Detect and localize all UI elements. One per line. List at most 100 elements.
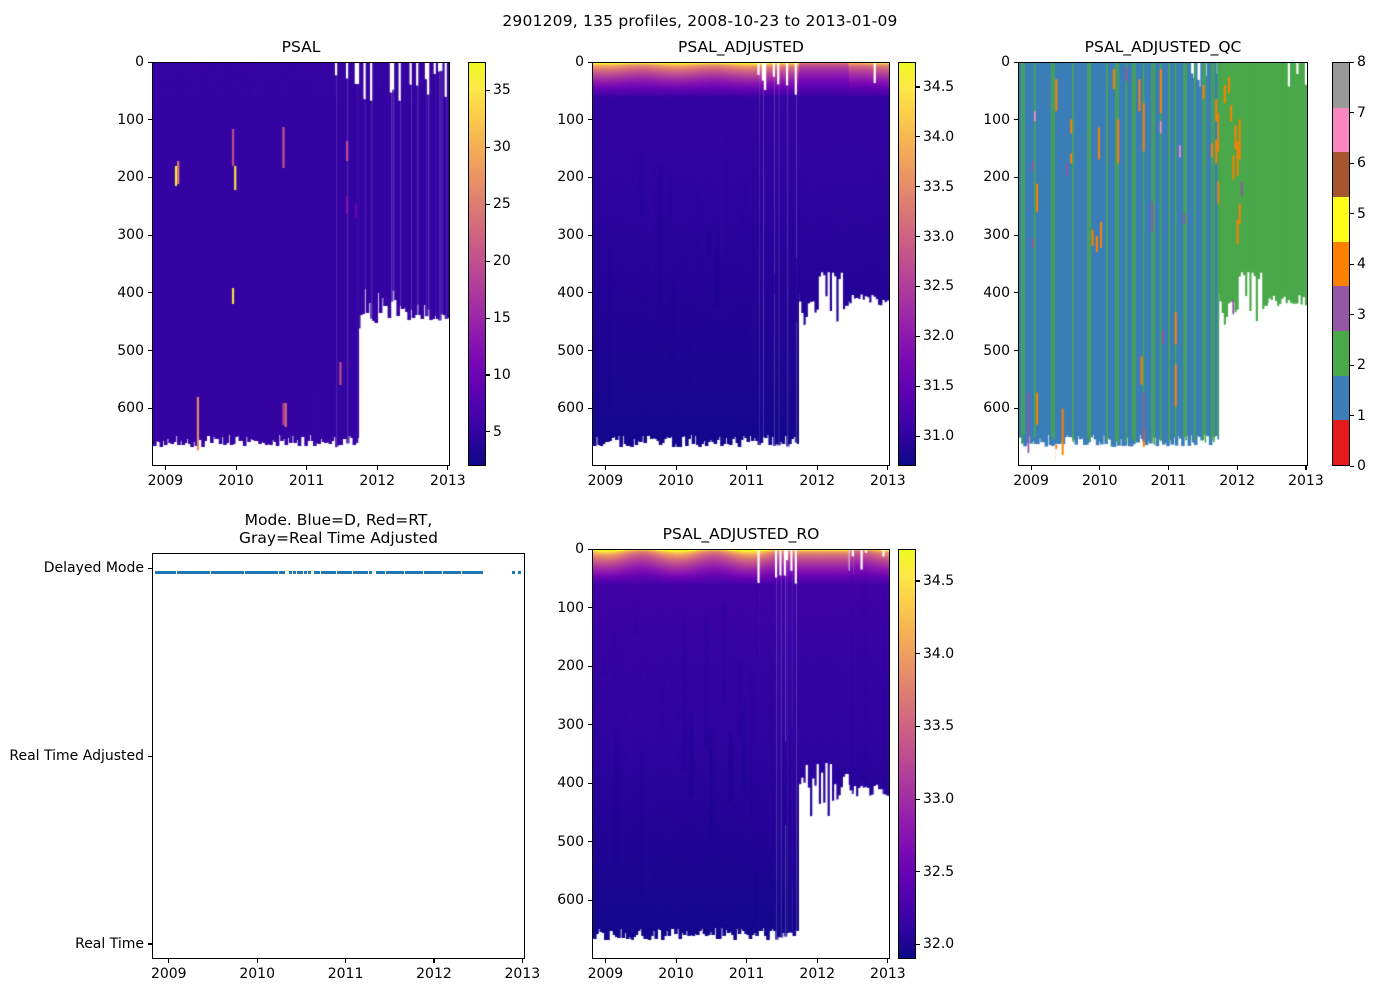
mode-point [296,570,300,574]
colorbar-tickmark [1350,61,1354,63]
mode-point [179,570,183,574]
y-tickmark [148,755,152,757]
mode-point [448,570,452,574]
y-tick-label: 0 [575,541,584,557]
mode-point [429,570,433,574]
mode-point [407,570,411,574]
y-tick-label: Real Time [75,935,144,952]
x-tickmark [521,959,523,963]
plot-psal[interactable] [152,62,450,466]
qc-colorbar-segment-2 [1333,331,1349,376]
panel-title-psal-adjusted: PSAL_ADJUSTED [678,38,804,56]
y-tickmark [588,607,592,609]
mode-point [480,570,484,574]
colorbar-tick-label: 34.0 [923,128,955,145]
mode-point [191,570,195,574]
panel-title-mode-line1: Mode. Blue=D, Red=RT, [244,511,433,529]
mode-point [417,570,421,574]
plot-psal-adjusted[interactable] [592,62,890,466]
mode-point [164,570,168,574]
colorbar-tick-label: 8 [1357,54,1366,70]
colorbar-tickmark [1350,415,1354,417]
mode-point [477,570,481,574]
mode-point [161,570,165,574]
y-tickmark [148,350,152,352]
x-tickmark [887,959,889,963]
mode-point [204,570,208,574]
colorbar-psal-adjusted[interactable] [898,62,916,466]
psal-heatmap-canvas [153,63,449,465]
colorbar-psal-adjusted-ro[interactable] [898,549,916,959]
mode-point [281,570,285,574]
x-tickmark [816,466,818,470]
colorbar-tickmark [1350,213,1354,215]
colorbar-tick-label: 30 [493,139,511,156]
colorbar-tickmark [916,798,920,800]
colorbar-tick-label: 7 [1357,104,1366,121]
mode-point [247,570,251,574]
y-tick-label: 0 [1001,54,1010,70]
y-tickmark [588,234,592,236]
colorbar-tickmark [1350,314,1354,316]
mode-point [232,570,236,574]
mode-point [458,570,462,574]
colorbar-tickmark [916,580,920,582]
mode-point [445,570,449,574]
y-tickmark [588,61,592,63]
y-tickmark [588,724,592,726]
mode-point [201,570,205,574]
mode-point [275,570,279,574]
colorbar-tick-label: 2 [1357,357,1366,373]
qc-colorbar-segment-6 [1333,152,1349,198]
mode-point [474,570,478,574]
mode-point [365,570,369,574]
mode-point [307,570,311,574]
mode-point [289,570,293,574]
y-tickmark [148,292,152,294]
mode-point [452,570,455,574]
mode-point [436,570,440,574]
mode-point [229,570,233,574]
mode-scatter-layer [153,554,524,958]
mode-point [346,570,350,574]
colorbar-psal-adjusted-qc[interactable] [1332,62,1350,466]
mode-point [404,570,408,574]
colorbar-tick-label: 4 [1357,256,1366,272]
x-tick-label: 2009 [150,966,187,982]
mode-point [216,570,220,574]
y-tick-label: 300 [983,227,1010,244]
y-tick-label: 0 [135,54,144,70]
x-tick-label: 2009 [587,473,624,489]
mode-point [349,570,353,574]
mode-point [423,570,427,574]
x-tickmark [604,466,606,470]
colorbar-tick-label: 32.0 [923,936,955,953]
colorbar-tick-label: 25 [493,196,511,213]
y-tick-label: 100 [983,111,1010,128]
panel-title-psal: PSAL [281,38,321,56]
mode-point [326,570,330,574]
mode-point [517,570,521,574]
colorbar-tick-label: 31.5 [923,378,955,395]
y-tickmark [1014,234,1018,236]
x-tick-label: 2012 [1219,473,1256,489]
mode-point [323,570,327,574]
colorbar-tick-label: 1 [1357,407,1366,424]
y-tickmark [148,943,152,945]
x-tick-label: 2011 [728,473,765,489]
x-tickmark [235,466,237,470]
plot-mode[interactable] [152,553,525,959]
mode-point [235,570,239,574]
plot-psal-adjusted-qc[interactable] [1018,62,1308,466]
mode-point [317,570,321,574]
colorbar-psal-adjusted-gradient [899,63,915,465]
qc-colorbar-segment-4 [1333,241,1349,287]
qc-colorbar-segment-8 [1333,63,1349,108]
plot-psal-adjusted-ro[interactable] [592,549,890,959]
mode-point [355,570,359,574]
colorbar-psal[interactable] [468,62,486,466]
y-tickmark [1014,292,1018,294]
colorbar-tickmark [486,431,490,433]
y-tick-label: 400 [983,284,1010,301]
mode-point [304,570,308,574]
